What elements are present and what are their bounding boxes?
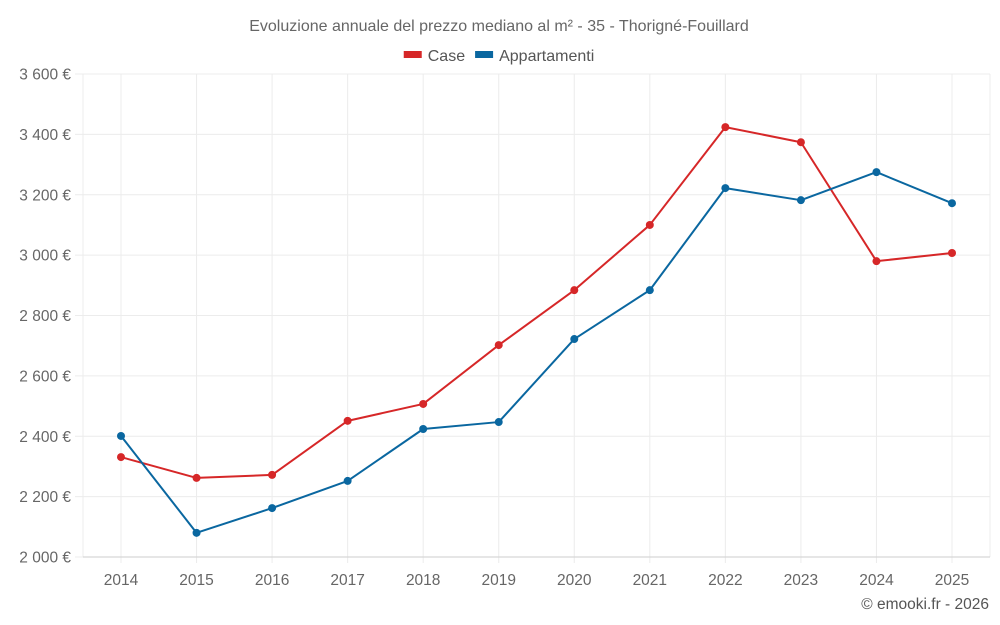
data-point-case[interactable] [721, 123, 730, 132]
data-point-appartamenti[interactable] [343, 476, 352, 485]
y-tick-label: 3 200 € [19, 187, 71, 204]
y-axis: 2 000 € 2 200 € 2 400 € 2 600 € 2 800 € 3 000… [19, 67, 71, 567]
data-point-case[interactable] [494, 341, 503, 350]
data-point-case[interactable] [192, 473, 201, 482]
y-tick-label: 2 200 € [19, 489, 71, 506]
x-tick-label: 2016 [255, 572, 289, 589]
data-point-case[interactable] [419, 399, 428, 408]
data-point-appartamenti[interactable] [192, 528, 201, 537]
x-tick-label: 2025 [935, 572, 969, 589]
series-line-case [120, 126, 953, 479]
data-point-appartamenti[interactable] [419, 425, 428, 434]
legend-swatch [403, 51, 422, 58]
data-point-appartamenti[interactable] [948, 199, 956, 208]
x-tick-label: 2021 [633, 572, 667, 589]
data-point-appartamenti[interactable] [117, 431, 125, 440]
x-tick-label: 2019 [481, 572, 515, 589]
y-tick-label: 3 000 € [19, 248, 71, 265]
data-point-appartamenti[interactable] [721, 184, 730, 193]
legend-label: Case [428, 48, 465, 65]
data-point-appartamenti[interactable] [494, 418, 503, 427]
x-axis: 2014 2015 2016 2017 2018 2019 2020 2021 2022 2023… [104, 572, 969, 589]
data-point-case[interactable] [645, 220, 654, 229]
series-line-appartamenti [120, 171, 953, 534]
y-tick-label: 2 600 € [19, 368, 71, 385]
data-point-case[interactable] [872, 257, 881, 266]
data-point-case[interactable] [570, 286, 579, 295]
series-case [117, 123, 956, 482]
data-point-case[interactable] [117, 453, 125, 462]
grid [75, 73, 991, 563]
y-tick-label: 3 400 € [19, 127, 71, 144]
y-tick-label: 2 000 € [19, 550, 71, 567]
data-point-appartamenti[interactable] [872, 168, 881, 177]
data-point-appartamenti[interactable] [796, 196, 805, 205]
data-point-appartamenti[interactable] [570, 335, 579, 344]
data-point-case[interactable] [796, 138, 805, 147]
x-tick-label: 2015 [179, 572, 213, 589]
legend-item-appartamenti[interactable]: Appartamenti [475, 48, 594, 65]
data-point-case[interactable] [268, 470, 277, 479]
legend-item-case[interactable]: Case [403, 48, 465, 65]
legend: Case Appartamenti [403, 48, 594, 65]
legend-label: Appartamenti [499, 48, 594, 65]
credit-text: © emooki.fr - 2026 [861, 596, 989, 613]
x-tick-label: 2017 [330, 572, 364, 589]
y-tick-label: 2 400 € [19, 429, 71, 446]
x-tick-label: 2024 [859, 572, 894, 589]
data-point-appartamenti[interactable] [645, 286, 654, 295]
x-tick-label: 2022 [708, 572, 742, 589]
data-point-appartamenti[interactable] [268, 504, 277, 513]
data-point-case[interactable] [948, 249, 956, 258]
x-tick-label: 2020 [557, 572, 592, 589]
series-appartamenti [117, 168, 956, 537]
series [117, 123, 956, 537]
y-tick-label: 3 600 € [19, 67, 71, 84]
y-tick-label: 2 800 € [19, 308, 71, 325]
legend-swatch [475, 51, 494, 58]
x-tick-label: 2023 [784, 572, 818, 589]
chart-title: Evoluzione annuale del prezzo mediano al… [249, 18, 749, 35]
data-point-case[interactable] [343, 416, 352, 425]
x-tick-label: 2018 [406, 572, 440, 589]
x-tick-label: 2014 [104, 572, 139, 589]
